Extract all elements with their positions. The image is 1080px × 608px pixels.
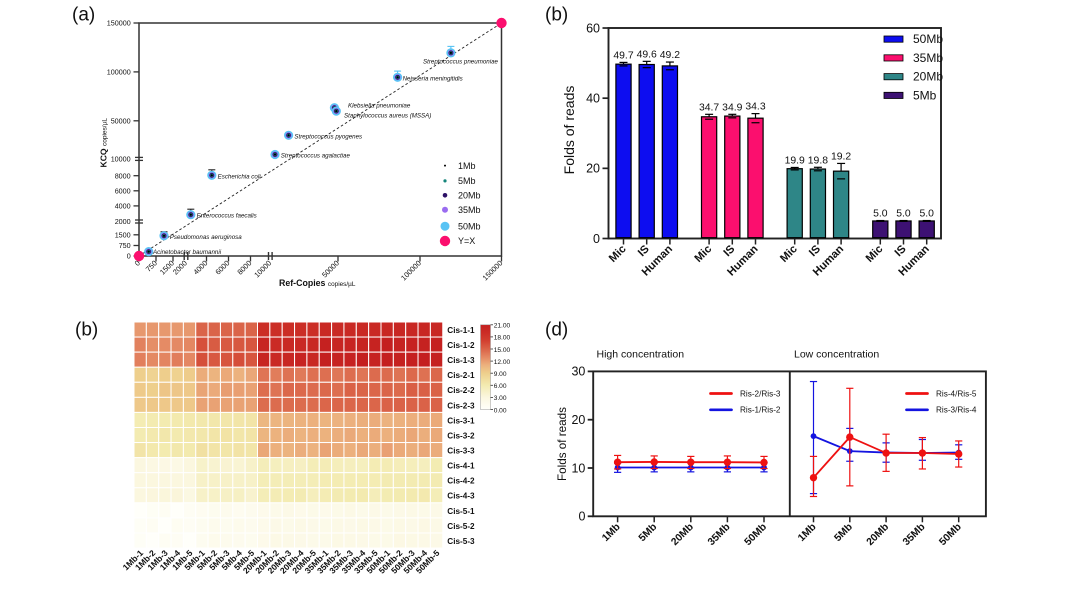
svg-text:Acinetobacter baumannii: Acinetobacter baumannii [152, 249, 222, 256]
svg-text:5Mb: 5Mb [913, 88, 937, 102]
svg-text:6.00: 6.00 [494, 383, 507, 390]
svg-text:(b): (b) [75, 320, 98, 341]
svg-text:50000: 50000 [111, 116, 131, 125]
svg-text:49.2: 49.2 [660, 50, 680, 61]
svg-text:Cis-3-3: Cis-3-3 [447, 447, 475, 456]
svg-text:Cis-4-1: Cis-4-1 [447, 462, 475, 471]
svg-text:Cis-5-3: Cis-5-3 [447, 537, 475, 546]
svg-text:Cis-2-3: Cis-2-3 [447, 401, 475, 410]
svg-text:(b): (b) [545, 4, 568, 25]
svg-text:(d): (d) [545, 320, 568, 341]
svg-text:19.8: 19.8 [808, 155, 828, 166]
svg-text:750: 750 [119, 241, 131, 250]
svg-text:20: 20 [571, 413, 585, 427]
svg-text:Streptococcus pyogenes: Streptococcus pyogenes [294, 133, 362, 140]
svg-text:5.0: 5.0 [919, 209, 934, 220]
svg-text:35Mb: 35Mb [458, 205, 481, 215]
svg-text:6000: 6000 [115, 186, 131, 195]
svg-text:35Mb: 35Mb [913, 51, 943, 65]
svg-text:Ris-2/Ris-3: Ris-2/Ris-3 [740, 389, 781, 398]
svg-text:KCQ copies/µL: KCQ copies/µL [99, 118, 109, 168]
svg-text:Staphylococcus aureus (MSSA): Staphylococcus aureus (MSSA) [344, 112, 431, 119]
svg-text:Pseudomonas aeruginosa: Pseudomonas aeruginosa [170, 234, 242, 241]
svg-text:Cis-3-1: Cis-3-1 [447, 416, 475, 425]
svg-text:Streptococcus agalactiae: Streptococcus agalactiae [281, 153, 351, 160]
svg-text:15.00: 15.00 [494, 347, 511, 354]
svg-text:60: 60 [586, 21, 600, 35]
svg-text:20Mb: 20Mb [458, 191, 481, 201]
svg-text:19.2: 19.2 [831, 151, 851, 162]
svg-text:0: 0 [133, 259, 142, 268]
svg-text:Y=X: Y=X [458, 236, 475, 246]
svg-text:(a): (a) [72, 4, 95, 25]
svg-text:150000: 150000 [107, 19, 131, 28]
svg-text:Folds of reads: Folds of reads [561, 86, 577, 175]
svg-text:5.0: 5.0 [896, 209, 911, 220]
svg-text:Low concentration: Low concentration [794, 349, 879, 361]
svg-text:Cis-1-1: Cis-1-1 [447, 326, 475, 335]
svg-text:Ris-1/Ris-2: Ris-1/Ris-2 [740, 406, 781, 415]
svg-text:High concentration: High concentration [597, 349, 685, 361]
svg-text:Ris-3/Ris-4: Ris-3/Ris-4 [936, 406, 977, 415]
svg-text:100000: 100000 [107, 68, 131, 77]
svg-text:0: 0 [593, 232, 600, 246]
svg-text:49.6: 49.6 [637, 49, 657, 60]
svg-text:0.00: 0.00 [494, 407, 507, 414]
svg-text:19.9: 19.9 [785, 155, 805, 166]
svg-text:40: 40 [586, 91, 600, 105]
svg-text:Cis-1-2: Cis-1-2 [447, 341, 475, 350]
svg-text:0: 0 [578, 510, 585, 524]
svg-text:Cis-5-2: Cis-5-2 [447, 522, 475, 531]
svg-text:50Mb: 50Mb [913, 32, 943, 46]
svg-text:4000: 4000 [115, 202, 131, 211]
svg-text:Ris-4/Ris-5: Ris-4/Ris-5 [936, 389, 977, 398]
svg-text:Cis-3-2: Cis-3-2 [447, 431, 475, 440]
svg-text:34.3: 34.3 [745, 102, 765, 113]
svg-text:5Mb: 5Mb [458, 176, 476, 186]
svg-text:Enterococcus faecalis: Enterococcus faecalis [197, 213, 257, 220]
svg-text:34.9: 34.9 [722, 102, 742, 113]
svg-text:20: 20 [586, 162, 600, 176]
svg-text:2000: 2000 [115, 217, 131, 226]
svg-text:Cis-4-2: Cis-4-2 [447, 477, 475, 486]
svg-text:8000: 8000 [115, 171, 131, 180]
svg-text:18.00: 18.00 [494, 335, 511, 342]
svg-text:34.7: 34.7 [699, 102, 719, 113]
svg-text:Escherichia coli: Escherichia coli [218, 173, 262, 180]
svg-text:50Mb: 50Mb [458, 221, 481, 231]
svg-text:Cis-4-3: Cis-4-3 [447, 492, 475, 501]
svg-text:Neisseria meningitidis: Neisseria meningitidis [403, 75, 463, 82]
svg-text:49.7: 49.7 [613, 50, 633, 61]
svg-text:0: 0 [127, 252, 131, 261]
svg-text:20Mb: 20Mb [913, 70, 943, 84]
svg-text:Cis-1-3: Cis-1-3 [447, 356, 475, 365]
svg-text:Ref-Copies copies/µL: Ref-Copies copies/µL [279, 278, 356, 288]
svg-text:1500: 1500 [115, 230, 131, 239]
svg-text:Cis-2-2: Cis-2-2 [447, 386, 475, 395]
svg-text:21.00: 21.00 [494, 323, 511, 330]
svg-text:1Mb: 1Mb [458, 161, 476, 171]
svg-text:Klebsiella pneumoniae: Klebsiella pneumoniae [348, 103, 411, 110]
svg-text:Cis-2-1: Cis-2-1 [447, 371, 475, 380]
svg-text:Cis-5-1: Cis-5-1 [447, 507, 475, 516]
svg-text:Folds of reads: Folds of reads [556, 407, 569, 481]
svg-text:9.00: 9.00 [494, 371, 507, 378]
svg-text:12.00: 12.00 [494, 359, 511, 366]
svg-text:5.0: 5.0 [873, 209, 888, 220]
svg-text:10000: 10000 [111, 155, 131, 164]
svg-text:10: 10 [571, 461, 585, 475]
svg-text:3.00: 3.00 [494, 395, 507, 402]
svg-text:Streptococcus pneumoniae: Streptococcus pneumoniae [423, 59, 499, 66]
svg-text:30: 30 [571, 365, 585, 379]
